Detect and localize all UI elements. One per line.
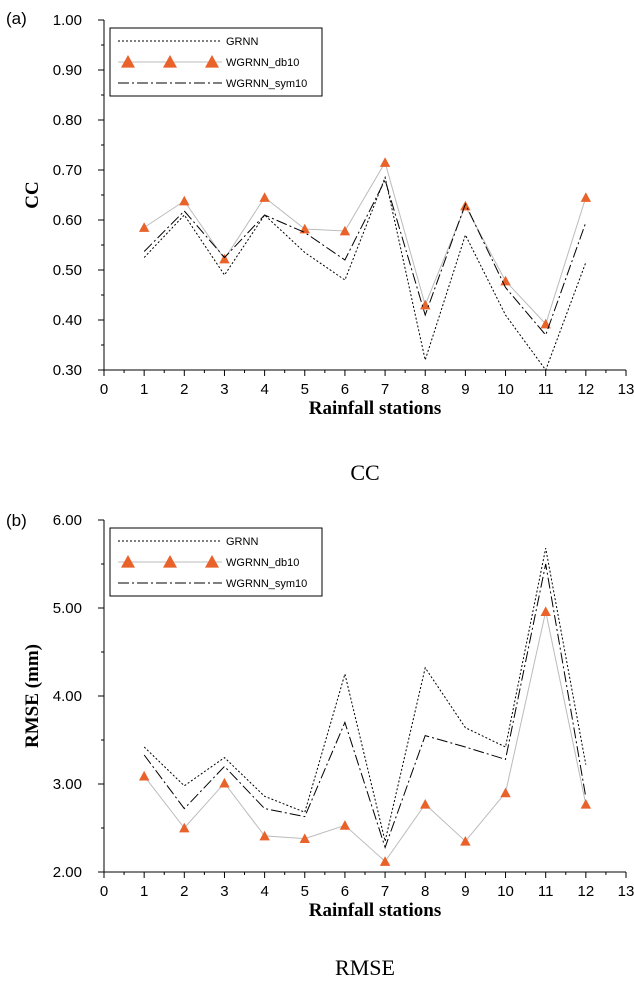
series-line-grnn (143, 548, 587, 842)
data-point-wgrnn-db10 (460, 200, 471, 211)
x-tick-label: 5 (301, 381, 309, 398)
legend-marker-wgrnn-db10 (205, 55, 219, 68)
y-tick-label: 0.80 (53, 112, 82, 129)
data-point-wgrnn-db10 (179, 195, 190, 206)
y-tick-label: 0.40 (53, 312, 82, 329)
legend-marker-wgrnn-db10 (121, 55, 135, 68)
x-tick-label: 1 (140, 883, 148, 900)
data-point-wgrnn-db10 (299, 223, 310, 234)
data-point-wgrnn-db10 (580, 192, 592, 202)
x-tick-label: 7 (381, 381, 389, 398)
data-point-wgrnn-db10 (259, 192, 270, 202)
x-axis-title: Rainfall stations (309, 900, 442, 921)
x-tick-label: 6 (341, 381, 349, 398)
data-point-wgrnn-db10 (339, 225, 351, 236)
x-tick-label: 11 (538, 381, 554, 398)
data-point-wgrnn-db10 (299, 833, 310, 843)
x-tick-label: 8 (421, 883, 429, 900)
x-tick-label: 2 (180, 883, 188, 900)
y-tick-label: 0.50 (53, 262, 82, 279)
data-point-wgrnn-db10 (460, 836, 471, 846)
panel-label: (a) (6, 9, 27, 28)
legend-marker-wgrnn-db10 (163, 555, 177, 568)
y-tick-label: 1.00 (53, 12, 82, 29)
x-tick-label: 7 (381, 883, 389, 900)
legend-label: GRNN (226, 536, 258, 548)
data-point-wgrnn-db10 (540, 606, 551, 616)
x-tick-label: 13 (618, 883, 634, 900)
series-line-grnn (143, 175, 587, 372)
legend-marker-wgrnn-db10 (121, 555, 135, 568)
data-point-wgrnn-db10 (219, 253, 230, 264)
x-axis-title: Rainfall stations (309, 398, 442, 419)
x-tick-label: 0 (100, 883, 108, 900)
series-line-wgrnn-sym10 (143, 563, 587, 849)
y-tick-label: 0.70 (53, 162, 82, 179)
x-tick-label: 0 (100, 381, 108, 398)
x-tick-label: 5 (301, 883, 309, 900)
y-tick-label: 3.00 (53, 776, 82, 793)
figure-caption: CC (350, 460, 379, 485)
data-point-wgrnn-db10 (500, 275, 511, 286)
y-tick-label: 0.60 (53, 212, 82, 229)
x-tick-label: 8 (421, 381, 429, 398)
x-tick-label: 13 (618, 381, 634, 398)
y-tick-label: 2.00 (53, 864, 82, 881)
x-tick-label: 9 (461, 883, 469, 900)
series-line-wgrnn-db10 (143, 611, 587, 863)
y-axis-title: CC (22, 181, 43, 208)
legend-marker-wgrnn-db10 (205, 555, 219, 568)
data-point-wgrnn-db10 (379, 157, 391, 167)
x-tick-label: 11 (538, 883, 554, 900)
legend-label: GRNN (226, 36, 258, 48)
x-tick-label: 9 (461, 381, 469, 398)
legend-marker-wgrnn-db10 (163, 55, 177, 68)
x-tick-label: 3 (220, 381, 228, 398)
data-point-wgrnn-db10 (179, 822, 190, 833)
data-point-wgrnn-db10 (500, 787, 511, 798)
chart-panel-1: 2.003.004.005.006.000 1 2 3 4 5 6 7 8 9 10 11 12 13Ra… (6, 511, 634, 980)
y-tick-label: 0.90 (53, 62, 82, 79)
data-point-wgrnn-db10 (339, 820, 351, 830)
x-tick-label: 2 (180, 381, 188, 398)
data-point-wgrnn-db10 (259, 830, 270, 841)
data-point-wgrnn-db10 (540, 318, 551, 329)
x-tick-label: 4 (260, 381, 268, 398)
x-tick-label: 4 (260, 883, 268, 900)
data-point-wgrnn-db10 (580, 799, 592, 809)
legend-label: WGRNN_db10 (226, 557, 299, 569)
series-line-wgrnn-sym10 (143, 178, 587, 336)
x-tick-label: 10 (497, 883, 514, 900)
y-tick-label: 6.00 (53, 512, 82, 529)
data-point-wgrnn-db10 (138, 222, 150, 232)
data-point-wgrnn-db10 (138, 770, 150, 781)
data-point-wgrnn-db10 (219, 777, 230, 788)
x-tick-label: 1 (140, 381, 148, 398)
x-tick-label: 6 (341, 883, 349, 900)
legend-label: WGRNN_sym10 (226, 578, 307, 590)
legend-label: WGRNN_sym10 (226, 78, 307, 90)
y-tick-label: 4.00 (53, 688, 82, 705)
y-axis-title: RMSE (mm) (22, 644, 43, 748)
chart-panel-0: 0.300.400.500.600.700.800.901.000 1 2 3 4 5 6 7… (6, 9, 634, 485)
x-tick-label: 12 (578, 381, 595, 398)
figure-caption: RMSE (335, 955, 395, 980)
y-tick-label: 0.30 (53, 362, 82, 379)
series-line-wgrnn-db10 (143, 161, 587, 325)
x-tick-label: 3 (220, 883, 228, 900)
y-tick-label: 5.00 (53, 600, 82, 617)
data-point-wgrnn-db10 (420, 799, 431, 809)
data-point-wgrnn-db10 (379, 856, 391, 866)
x-tick-label: 12 (578, 883, 595, 900)
legend-label: WGRNN_db10 (226, 57, 299, 69)
panel-label: (b) (6, 511, 27, 530)
x-tick-label: 10 (497, 381, 514, 398)
